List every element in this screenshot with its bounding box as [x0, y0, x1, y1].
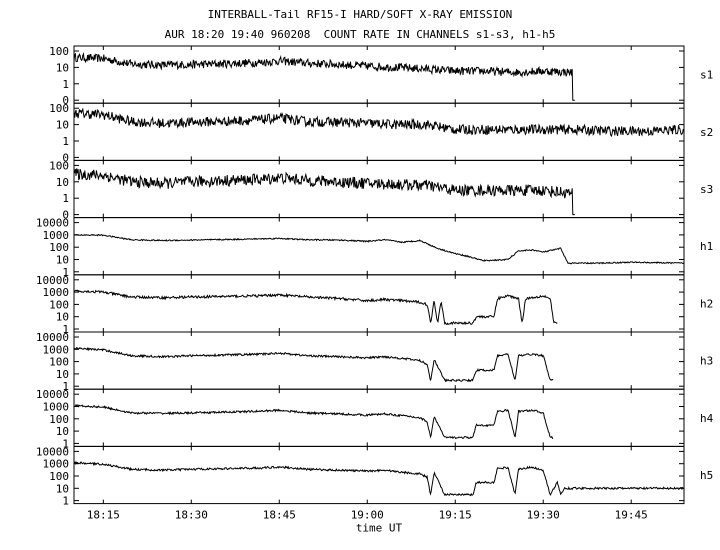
- y-tick-label-h2: 1: [62, 323, 69, 336]
- x-tick-label: 19:00: [351, 509, 384, 522]
- y-tick-label-h4: 1: [62, 437, 69, 450]
- series-line-h4: [73, 403, 554, 440]
- y-tick-label-s2: 100: [49, 102, 69, 115]
- y-tick-label-s3: 1: [62, 192, 69, 205]
- y-tick-label-h4: 10: [56, 425, 69, 438]
- x-tick-label: 19:30: [527, 509, 560, 522]
- panel-label-s1: s1: [700, 69, 713, 82]
- x-tick-label: 18:45: [263, 509, 296, 522]
- panel-frame-s1: [73, 45, 685, 104]
- y-tick-label-h1: 10: [56, 254, 69, 267]
- panel-label-s3: s3: [700, 183, 713, 196]
- y-tick-label-s1: 10: [56, 61, 69, 74]
- y-tick-label-s1: 0: [62, 94, 69, 107]
- panel-label-h4: h4: [700, 412, 714, 425]
- x-axis-label: time UT: [356, 522, 403, 535]
- y-tick-label-h5: 10: [56, 482, 69, 495]
- y-tick-label-h2: 10: [56, 311, 69, 324]
- series-line-h3: [73, 346, 554, 383]
- y-tick-label-h4: 10000: [36, 388, 69, 401]
- y-tick-label-h3: 1000: [43, 343, 70, 356]
- chart-title: INTERBALL-Tail RF15-I HARD/SOFT X-RAY EM…: [207, 8, 513, 21]
- panel-label-h1: h1: [700, 240, 713, 253]
- x-tick-label: 19:45: [615, 509, 648, 522]
- y-tick-label-s2: 1: [62, 135, 69, 148]
- y-tick-label-s1: 1: [62, 78, 69, 91]
- panel-label-s2: s2: [700, 126, 713, 139]
- y-tick-label-h4: 100: [49, 413, 69, 426]
- panel-label-h3: h3: [700, 355, 713, 368]
- series-line-s3: [73, 168, 575, 216]
- y-tick-label-s2: 0: [62, 151, 69, 164]
- y-tick-label-h5: 1000: [43, 458, 70, 471]
- panel-frame-h4: [73, 388, 685, 447]
- series-line-h2: [73, 289, 558, 326]
- y-tick-label-h5: 1: [62, 495, 69, 508]
- y-tick-label-h3: 10000: [36, 331, 69, 344]
- panel-frame-h2: [73, 274, 685, 333]
- y-tick-label-h1: 1: [62, 266, 69, 279]
- panel-frame-s3: [73, 159, 685, 219]
- y-tick-label-s3: 10: [56, 176, 69, 189]
- x-tick-label: 19:15: [439, 509, 472, 522]
- panel-frame-h5: [73, 445, 685, 505]
- x-tick-label: 18:15: [87, 509, 120, 522]
- y-tick-label-s1: 100: [49, 45, 69, 58]
- panel-frame-h3: [73, 331, 685, 390]
- y-tick-label-h4: 1000: [43, 401, 70, 414]
- y-tick-label-s3: 0: [62, 209, 69, 222]
- y-tick-label-s3: 100: [49, 159, 69, 172]
- series-line-s2: [73, 107, 685, 137]
- x-tick-label: 18:30: [175, 509, 208, 522]
- y-tick-label-h1: 100: [49, 241, 69, 254]
- y-tick-label-h3: 10: [56, 368, 69, 381]
- panel-label-h2: h2: [700, 297, 713, 310]
- y-tick-label-h2: 1000: [43, 286, 70, 299]
- y-tick-label-h1: 10000: [36, 217, 69, 230]
- panel-frame-h1: [73, 217, 685, 276]
- y-tick-label-h2: 10000: [36, 274, 69, 287]
- y-tick-label-h3: 1: [62, 380, 69, 393]
- series-line-h5: [73, 460, 685, 497]
- y-tick-label-h3: 100: [49, 356, 69, 369]
- y-tick-label-h2: 100: [49, 298, 69, 311]
- y-tick-label-h1: 1000: [43, 229, 70, 242]
- series-line-h1: [73, 233, 685, 265]
- y-tick-label-h5: 100: [49, 470, 69, 483]
- y-tick-label-s2: 10: [56, 119, 69, 132]
- series-line-s1: [73, 52, 575, 101]
- chart-subtitle: AUR 18:20 19:40 960208 COUNT RATE IN CHA…: [164, 28, 556, 41]
- panel-label-h5: h5: [700, 469, 713, 482]
- y-tick-label-h5: 10000: [36, 445, 69, 458]
